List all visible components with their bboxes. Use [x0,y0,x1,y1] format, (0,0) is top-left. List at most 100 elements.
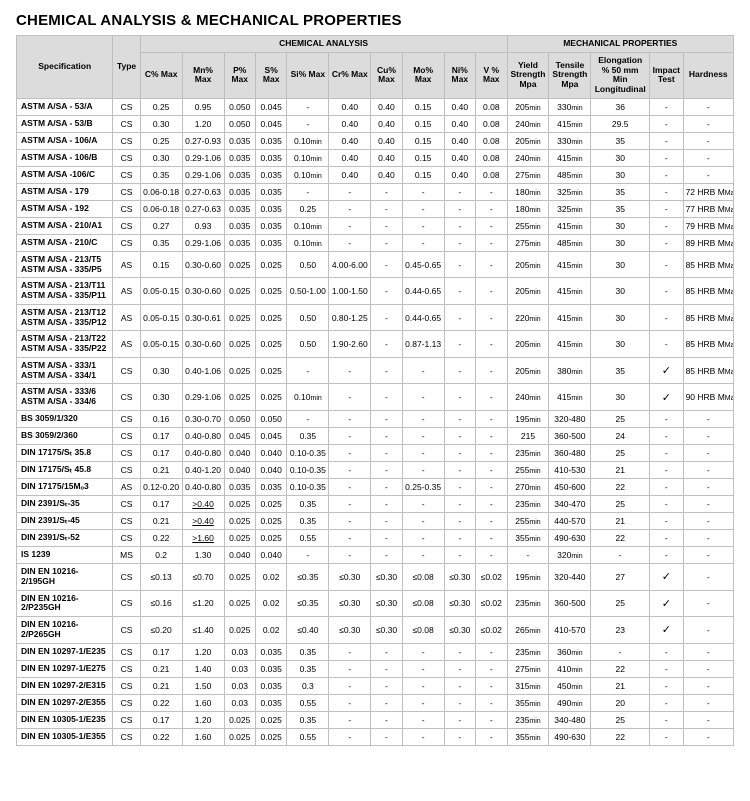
table-cell: - [650,304,684,331]
table-cell: 0.025 [255,331,286,358]
table-cell: - [444,530,475,547]
table-cell: 0.50 [287,331,329,358]
table-cell: - [476,711,507,728]
table-cell: 0.40 [371,149,402,166]
table-cell: 205min [507,278,549,305]
table-cell: 0.30-0.61 [182,304,224,331]
table-cell: 35 [591,357,650,384]
table-cell: ASTM A/SA - 192 [17,200,113,217]
table-cell: 415min [549,251,591,278]
table-cell: 0.30 [140,384,182,411]
table-cell: - [329,660,371,677]
table-cell: - [329,445,371,462]
table-cell: 355min [507,530,549,547]
table-cell: BS 3059/2/360 [17,428,113,445]
table-cell: CS [113,617,140,644]
table-cell: AS [113,304,140,331]
table-cell: 0.15 [402,98,444,115]
col-hard: Hardness [683,52,733,98]
table-cell: 0.025 [255,728,286,745]
table-cell: 205min [507,132,549,149]
table-cell: DIN EN 10216-2/P265GH [17,617,113,644]
table-cell: - [444,251,475,278]
table-cell: - [476,513,507,530]
table-cell: - [683,660,733,677]
table-cell: - [329,728,371,745]
table-cell: - [683,496,733,513]
table-cell: 0.045 [255,428,286,445]
table-cell: - [444,304,475,331]
table-cell: - [329,183,371,200]
col-c: C% Max [140,52,182,98]
table-cell: CS [113,445,140,462]
table-cell: - [650,694,684,711]
table-cell: 35 [591,200,650,217]
table-cell: - [683,411,733,428]
table-cell: 0.30 [140,357,182,384]
table-cell: 1.30 [182,547,224,564]
table-cell: 0.035 [255,677,286,694]
table-cell: 0.40-0.80 [182,428,224,445]
table-cell: - [476,411,507,428]
table-cell: - [402,357,444,384]
col-tensile: Tensile Strength Mpa [549,52,591,98]
table-cell: - [444,513,475,530]
table-cell: 0.025 [224,530,255,547]
table-cell: - [402,411,444,428]
table-cell: 0.040 [224,462,255,479]
table-cell: 0.40 [329,149,371,166]
table-cell: 35 [591,132,650,149]
table-cell: - [371,513,402,530]
table-cell: 0.27-0.63 [182,200,224,217]
table-cell: ✓ [650,357,684,384]
table-cell: - [287,98,329,115]
table-cell: ≤1.40 [182,617,224,644]
table-cell: CS [113,357,140,384]
table-cell: 0.40 [444,149,475,166]
table-cell: CS [113,115,140,132]
table-cell: 205min [507,331,549,358]
table-cell: 21 [591,513,650,530]
table-cell: CS [113,711,140,728]
table-cell: - [650,200,684,217]
table-cell: 90 HRB MMax [683,384,733,411]
table-cell: 0.17 [140,643,182,660]
table-cell: ≤0.02 [476,590,507,617]
table-cell: 22 [591,530,650,547]
table-cell: - [683,462,733,479]
table-cell: - [683,728,733,745]
table-cell: 0.50-1.00 [287,278,329,305]
table-cell: - [444,547,475,564]
table-cell: CS [113,428,140,445]
table-cell: 0.05-0.15 [140,278,182,305]
table-cell: - [444,217,475,234]
table-cell: - [476,183,507,200]
table-cell: CS [113,234,140,251]
table-cell: 0.30-0.60 [182,278,224,305]
table-cell: IS 1239 [17,547,113,564]
table-cell: - [329,643,371,660]
table-cell: 355min [507,728,549,745]
table-cell: 25 [591,711,650,728]
table-cell: - [650,677,684,694]
table-cell: 77 HRB MMax [683,200,733,217]
table-cell: 36 [591,98,650,115]
table-cell: 195min [507,411,549,428]
table-cell: ≤0.35 [287,590,329,617]
table-cell: CS [113,183,140,200]
table-row: ASTM A/SA - 210/CCS0.350.29-1.060.0350.0… [17,234,734,251]
table-cell: 0.035 [255,479,286,496]
table-cell: 0.15 [402,132,444,149]
table-cell: - [650,428,684,445]
table-cell: ≤0.08 [402,617,444,644]
table-cell: - [371,728,402,745]
table-cell: 205min [507,357,549,384]
table-cell: ASTM A/SA - 333/6ASTM A/SA - 334/6 [17,384,113,411]
table-cell: - [507,547,549,564]
table-cell: 0.035 [255,166,286,183]
table-cell: 0.21 [140,677,182,694]
table-cell: AS [113,331,140,358]
table-cell: 410min [549,660,591,677]
table-cell: 0.025 [224,251,255,278]
table-cell: 320min [549,547,591,564]
